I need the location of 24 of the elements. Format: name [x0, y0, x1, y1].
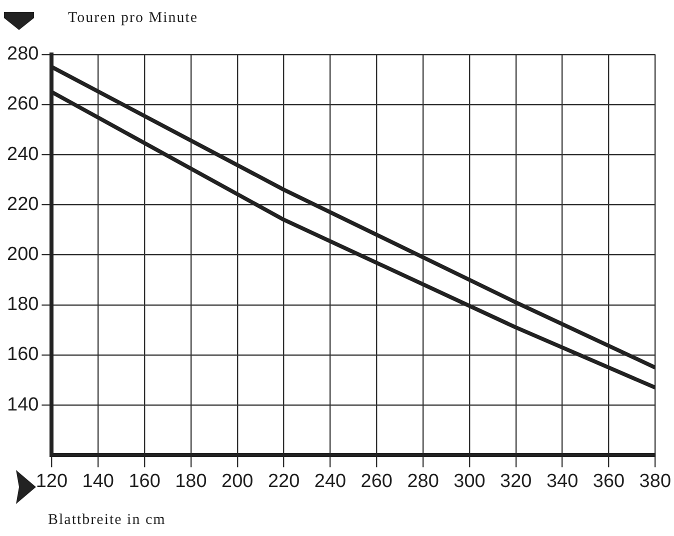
- x-tick-label: 120: [36, 470, 68, 492]
- x-tick-label: 300: [454, 470, 486, 492]
- y-tick-label: 220: [7, 194, 39, 215]
- x-tick-label: 200: [222, 470, 254, 492]
- y-tick-label: 240: [7, 144, 39, 165]
- x-tick-label: 240: [314, 470, 346, 492]
- x-tick-label: 280: [407, 470, 439, 492]
- x-tick-label: 360: [592, 470, 625, 492]
- x-tick-label: 260: [360, 470, 392, 492]
- y-tick-label: 140: [7, 394, 39, 416]
- y-tick-label: 280: [7, 44, 39, 65]
- x-tick-label: 180: [175, 470, 207, 492]
- x-tick-label: 220: [268, 470, 300, 492]
- x-tick-label: 160: [128, 470, 160, 492]
- y-tick-label: 260: [7, 94, 39, 115]
- y-tick-label: 160: [7, 344, 39, 366]
- y-axis-title: Touren pro Minute: [68, 10, 198, 27]
- y-tick-label: 200: [7, 244, 39, 266]
- x-tick-label: 140: [82, 470, 114, 492]
- x-axis-title: Blattbreite in cm: [48, 512, 166, 529]
- x-tick-label: 320: [500, 470, 532, 492]
- x-tick-label: 340: [546, 470, 578, 492]
- y-tick-label: 180: [7, 294, 39, 316]
- x-tick-label: 380: [639, 470, 671, 492]
